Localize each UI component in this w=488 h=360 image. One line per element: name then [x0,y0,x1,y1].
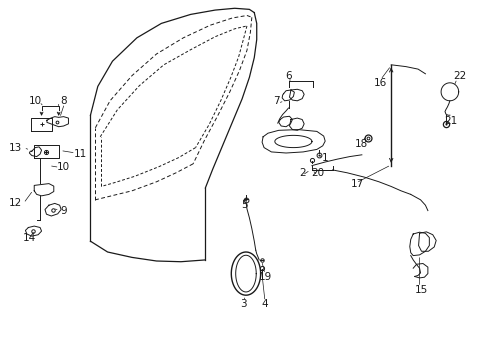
Text: 1: 1 [321,153,328,163]
Text: 14: 14 [22,233,36,243]
Text: 16: 16 [373,78,386,88]
Text: 7: 7 [272,96,279,106]
Text: 11: 11 [74,149,87,159]
Text: 20: 20 [311,168,324,178]
Text: 18: 18 [354,139,368,149]
Text: 5: 5 [241,200,247,210]
Text: 2: 2 [298,168,305,178]
Text: 6: 6 [285,71,291,81]
Text: 9: 9 [60,206,67,216]
Text: 3: 3 [239,299,246,309]
Text: 22: 22 [452,71,466,81]
Text: 8: 8 [60,96,67,106]
Text: 15: 15 [414,285,427,295]
Text: 10: 10 [57,162,70,172]
Text: 13: 13 [9,143,22,153]
Text: 4: 4 [261,299,268,309]
Text: 12: 12 [9,198,22,208]
Text: 19: 19 [258,272,271,282]
Text: 21: 21 [443,116,457,126]
Text: 10: 10 [29,96,41,106]
Text: 17: 17 [349,179,363,189]
